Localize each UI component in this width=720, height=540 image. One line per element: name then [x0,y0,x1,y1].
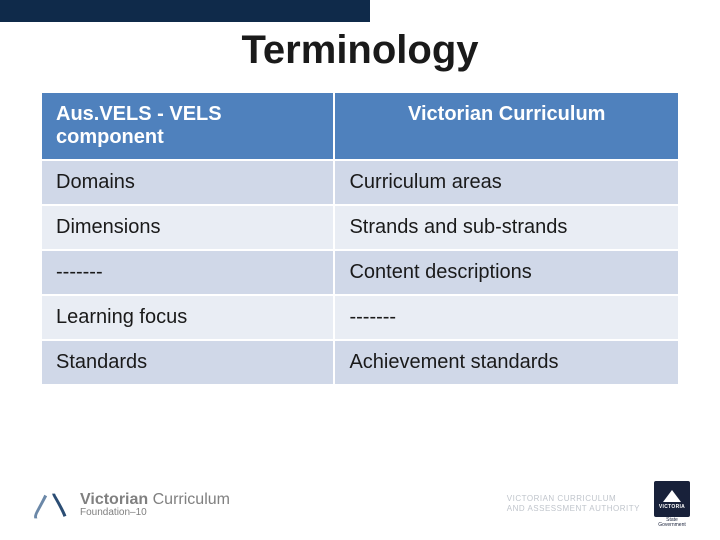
cell-right: ------- [334,295,679,340]
vcaa-line2: AND ASSESSMENT AUTHORITY [507,504,640,514]
cell-left: Standards [41,340,334,385]
footer: 〳〵 Victorian Curriculum Foundation–10 VI… [0,480,720,528]
chevron-icon: 〳〵 [30,487,72,522]
table-row: Learning focus ------- [41,295,679,340]
victoria-sub: State Government [654,518,690,528]
vc-brand-light: Curriculum [153,491,230,508]
vcaa-line1: VICTORIAN CURRICULUM [507,494,640,504]
cell-left: Learning focus [41,295,334,340]
triangle-icon [663,490,681,502]
victoria-badge-box: VICTORIA [654,481,690,517]
table-header-row: Aus.VELS - VELS component Victorian Curr… [41,92,679,160]
table-row: Dimensions Strands and sub-strands [41,205,679,250]
table-row: ------- Content descriptions [41,250,679,295]
vc-logo: 〳〵 Victorian Curriculum Foundation–10 [30,487,230,522]
col-header-ausvels: Aus.VELS - VELS component [41,92,334,160]
terminology-table-wrap: Aus.VELS - VELS component Victorian Curr… [40,91,680,386]
cell-left: Dimensions [41,205,334,250]
cell-right: Strands and sub-strands [334,205,679,250]
vcaa-text: VICTORIAN CURRICULUM AND ASSESSMENT AUTH… [507,494,640,513]
victoria-badge: VICTORIA State Government [654,481,690,528]
cell-left: Domains [41,160,334,205]
victoria-label: VICTORIA [659,504,685,510]
cell-left: ------- [41,250,334,295]
vc-brand-strong: Victorian [80,491,148,508]
col-header-vc: Victorian Curriculum [334,92,679,160]
table-row: Domains Curriculum areas [41,160,679,205]
terminology-table: Aus.VELS - VELS component Victorian Curr… [40,91,680,386]
table-row: Standards Achievement standards [41,340,679,385]
vc-logo-text: Victorian Curriculum Foundation–10 [80,491,230,518]
cell-right: Achievement standards [334,340,679,385]
vc-brand: Victorian Curriculum [80,491,230,509]
cell-right: Curriculum areas [334,160,679,205]
top-accent-bar [0,0,370,22]
right-logos: VICTORIAN CURRICULUM AND ASSESSMENT AUTH… [507,481,690,528]
vic-sub2: Government [658,522,686,528]
slide-title: Terminology [0,28,720,73]
cell-right: Content descriptions [334,250,679,295]
